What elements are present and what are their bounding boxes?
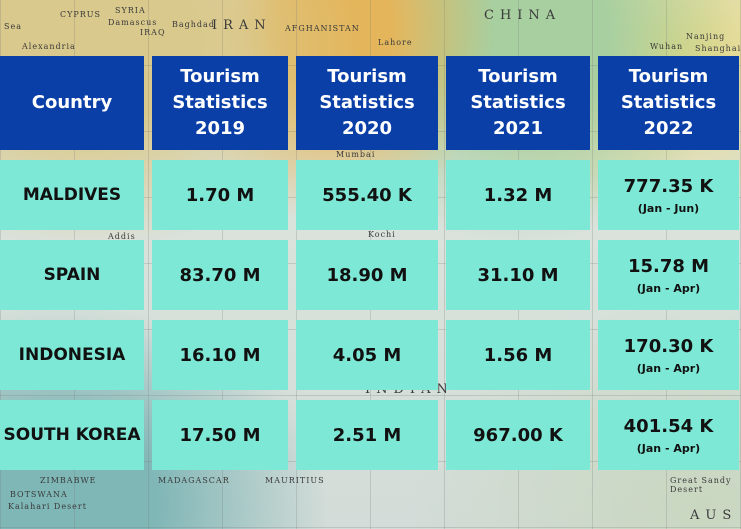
header-line: Tourism (628, 66, 709, 87)
cell-2021: 967.00 K (446, 400, 590, 470)
map-label: Mumbai (336, 150, 376, 159)
header-line: Statistics (470, 92, 566, 113)
cell-value: 17.50 M (179, 424, 261, 446)
header-line: 2021 (492, 118, 544, 139)
cell-period-note: (Jan - Apr) (636, 361, 701, 375)
header-line: 2022 (643, 118, 694, 139)
country-name: SPAIN (43, 265, 101, 285)
cell-2019: 83.70 M (152, 240, 288, 310)
map-label: Addis (108, 232, 136, 241)
map-label: Great Sandy Desert (670, 476, 732, 494)
cell-value: 83.70 M (179, 264, 261, 286)
header-line: Tourism (327, 66, 407, 87)
map-label: CHINA (484, 8, 562, 23)
cell-2019: 17.50 M (152, 400, 288, 470)
header-line: Tourism (180, 66, 260, 87)
cell-2022: 401.54 K (Jan - Apr) (598, 400, 739, 470)
cell-2021: 1.32 M (446, 160, 590, 230)
map-label: AUS (690, 508, 738, 523)
cell-value: 170.30 K (623, 335, 714, 357)
cell-2022: 777.35 K (Jan - Jun) (598, 160, 739, 230)
map-label: ZIMBABWE (40, 476, 97, 485)
cell-2019: 1.70 M (152, 160, 288, 230)
header-2021: Tourism Statistics 2021 (446, 56, 590, 150)
cell-value: 2.51 M (332, 424, 402, 446)
cell-value: 15.78 M (627, 255, 710, 277)
cell-value: 1.32 M (483, 184, 553, 206)
map-label: BOTSWANA (10, 490, 68, 499)
header-line: Statistics (172, 92, 268, 113)
map-label: Wuhan (650, 42, 684, 51)
table-row-country: MALDIVES (0, 160, 144, 230)
map-label: AFGHANISTAN (285, 24, 360, 33)
map-label: Kochi (368, 230, 396, 239)
cell-2020: 18.90 M (296, 240, 438, 310)
cell-value: 967.00 K (473, 424, 563, 446)
cell-value: 777.35 K (623, 175, 714, 197)
cell-2021: 1.56 M (446, 320, 590, 390)
map-label: Kalahari Desert (8, 502, 87, 511)
cell-period-note: (Jan - Jun) (637, 201, 700, 215)
header-line: Statistics (620, 92, 717, 113)
map-label: MADAGASCAR (158, 476, 230, 485)
map-label: MAURITIUS (265, 476, 325, 485)
header-2019: Tourism Statistics 2019 (152, 56, 288, 150)
header-country: Country (0, 56, 144, 150)
cell-2020: 555.40 K (296, 160, 438, 230)
header-line: 2020 (341, 118, 393, 139)
cell-value: 16.10 M (179, 344, 261, 366)
country-name: SOUTH KOREA (3, 425, 141, 445)
map-label: IRAQ (140, 28, 166, 37)
cell-value: 1.56 M (483, 344, 553, 366)
map-label: IRAN (212, 18, 272, 33)
map-label: Damascus (108, 18, 158, 27)
header-line: Statistics (319, 92, 415, 113)
map-label: Shanghai (695, 44, 741, 53)
cell-2020: 2.51 M (296, 400, 438, 470)
cell-value: 18.90 M (326, 264, 408, 286)
cell-period-note: (Jan - Apr) (636, 281, 701, 295)
cell-2019: 16.10 M (152, 320, 288, 390)
map-label: SYRIA (115, 6, 146, 15)
cell-2020: 4.05 M (296, 320, 438, 390)
cell-period-note: (Jan - Apr) (636, 441, 701, 455)
country-name: MALDIVES (22, 185, 122, 205)
map-label: Alexandria (22, 42, 76, 51)
cell-value: 1.70 M (185, 184, 255, 206)
table-row-country: SOUTH KOREA (0, 400, 144, 470)
header-country-label: Country (31, 92, 113, 113)
cell-value: 555.40 K (322, 184, 412, 206)
cell-value: 401.54 K (623, 415, 714, 437)
cell-value: 4.05 M (332, 344, 402, 366)
cell-2022: 170.30 K (Jan - Apr) (598, 320, 739, 390)
cell-2021: 31.10 M (446, 240, 590, 310)
header-line: 2019 (194, 118, 246, 139)
table-row-country: SPAIN (0, 240, 144, 310)
map-label: Lahore (378, 38, 413, 47)
map-label: Nanjing (686, 32, 726, 41)
map-label: Baghdad (172, 20, 215, 29)
map-label: Sea (4, 22, 22, 31)
header-2020: Tourism Statistics 2020 (296, 56, 438, 150)
header-line: Tourism (478, 66, 558, 87)
header-2022: Tourism Statistics 2022 (598, 56, 739, 150)
map-label: CYPRUS (60, 10, 102, 19)
country-name: INDONESIA (18, 345, 126, 365)
cell-2022: 15.78 M (Jan - Apr) (598, 240, 739, 310)
cell-value: 31.10 M (477, 264, 559, 286)
table-row-country: INDONESIA (0, 320, 144, 390)
